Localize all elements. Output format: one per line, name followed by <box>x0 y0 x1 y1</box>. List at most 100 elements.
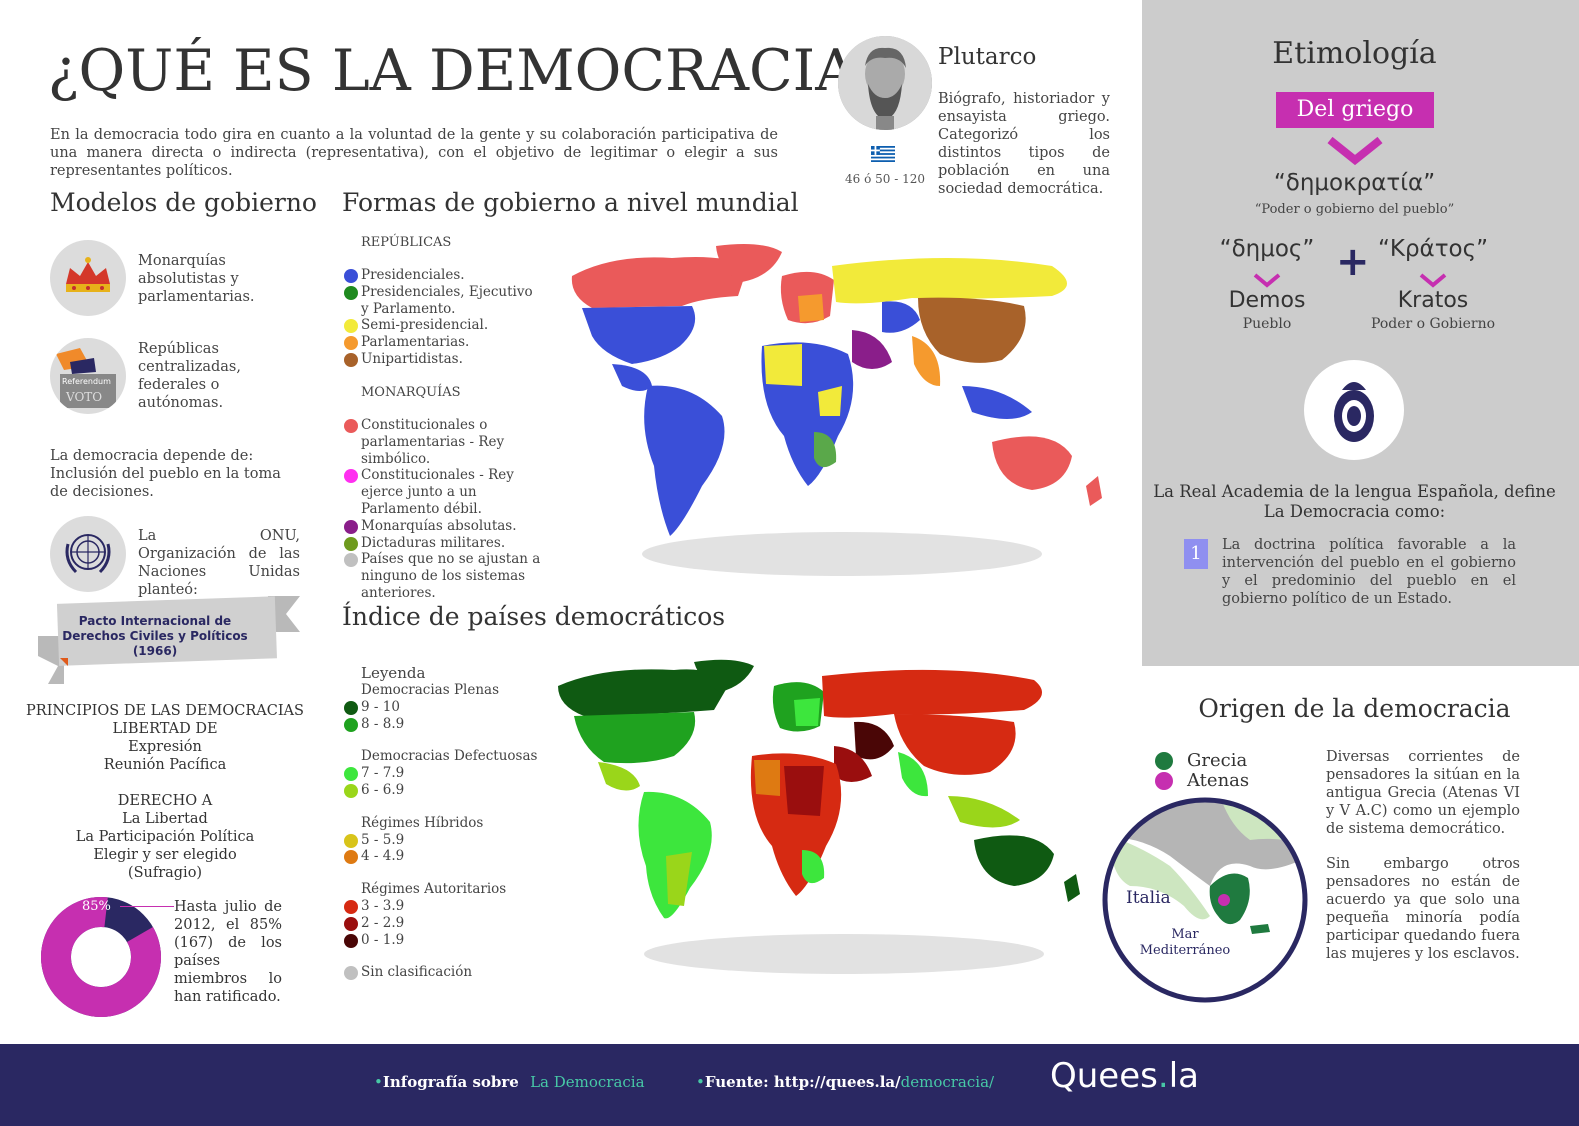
plutarco-dates: 46 ó 50 - 120 <box>845 172 925 186</box>
kratos-word: Kratos <box>1397 288 1469 313</box>
legend-label: 0 - 1.9 <box>361 931 405 948</box>
legend-dot <box>344 319 358 334</box>
legend-label: 6 - 6.9 <box>361 781 405 798</box>
pacto-banner <box>38 596 300 684</box>
onu-text: La ONU, Organización de las Naciones Uni… <box>138 528 300 598</box>
legend-dot <box>344 700 358 715</box>
pacto-banner-text: Pacto Internacional de Derechos Civiles … <box>62 614 248 658</box>
footer-source-link[interactable]: democracia/ <box>900 1073 995 1091</box>
legend-label: Constitucionales o parlamentarias - Rey … <box>361 417 505 467</box>
legend-group-label: Democracias Defectuosas <box>361 748 538 765</box>
etymology-title: Etimología <box>1272 36 1437 71</box>
indice-legend: Democracias Plenas 9 - 10 8 - 8.9 Democr… <box>344 682 554 981</box>
chevron-down-icon <box>1327 136 1383 166</box>
principios-block: PRINCIPIOS DE LAS DEMOCRACIAS LIBERTAD D… <box>20 702 310 882</box>
rae-text: La Real Academia de la lengua Española, … <box>1153 482 1556 521</box>
legend-dot <box>344 833 358 848</box>
legend-label: 2 - 2.9 <box>361 914 405 931</box>
legend-label: Grecia <box>1187 750 1248 771</box>
greek-meaning: “Poder o gobierno del pueblo” <box>1254 202 1455 217</box>
chevron-down-icon <box>1419 273 1447 288</box>
leyenda-label: Leyenda <box>361 664 426 682</box>
principios-line8: Elegir y ser elegido <box>93 847 237 863</box>
greece-map <box>1102 797 1308 1003</box>
footer-info: •Infografía sobre La Democracia <box>374 1073 645 1091</box>
footer-info-link[interactable]: La Democracia <box>530 1073 645 1091</box>
legend-label: 4 - 4.9 <box>361 848 405 865</box>
formas-legend-monarquias: Constitucionales o parlamentarias - Rey … <box>344 417 558 602</box>
legend-label: Atenas <box>1187 770 1250 791</box>
footer <box>0 1044 1579 1126</box>
legend-dot <box>344 352 358 367</box>
chevron-down-icon <box>1253 273 1281 288</box>
logo-dot: . <box>1157 1056 1169 1096</box>
plutarco-name: Plutarco <box>938 44 1037 70</box>
plutarco-portrait <box>838 36 932 130</box>
legend-dot <box>1155 751 1173 770</box>
un-emblem-icon <box>50 516 126 592</box>
legend-group-label: Régimes Híbridos <box>361 814 484 831</box>
legend-dot <box>344 419 358 433</box>
footer-source: •Fuente: http://quees.la/democracia/ <box>696 1073 995 1091</box>
page-title: ¿QUÉ ES LA DEMOCRACIA? <box>48 38 887 104</box>
legend-dot <box>344 519 358 534</box>
legend-dot <box>344 536 358 551</box>
legend-dot <box>344 553 358 568</box>
demos-word: Demos <box>1228 288 1306 313</box>
legend-dot <box>344 966 358 981</box>
legend-label: Semi-presidencial. <box>361 317 489 334</box>
del-griego-tag: Del griego <box>1276 92 1434 128</box>
footer-source-label: Fuente: http://quees.la/ <box>704 1073 901 1091</box>
logo-main: Quees <box>1050 1056 1158 1096</box>
legend-dot <box>344 850 358 865</box>
legend-grecia: Grecia <box>1155 750 1247 771</box>
indice-heading: Índice de países democráticos <box>342 602 726 631</box>
legend-label: Países que no se ajustan a ninguno de lo… <box>361 551 541 601</box>
legend-dot <box>344 767 358 782</box>
legend-label: Monarquías absolutas. <box>361 517 517 534</box>
origen-paragraph-2: Sin embargo otros pensadores no están de… <box>1326 856 1520 962</box>
formas-heading: Formas de gobierno a nivel mundial <box>342 188 799 217</box>
quees-logo[interactable]: Quees.la <box>1050 1056 1199 1096</box>
kratos-greek: “Κράτος” <box>1377 236 1489 262</box>
kratos-meaning: Poder o Gobierno <box>1370 316 1496 332</box>
crown-icon <box>50 240 126 316</box>
legend-dot <box>344 783 358 798</box>
demos-greek: “δημος” <box>1219 236 1315 262</box>
legend-label: Presidenciales, Ejecutivo y Parlamento. <box>361 283 533 317</box>
greece-flag-icon <box>871 146 895 162</box>
principios-line6: La Libertad <box>122 811 208 827</box>
map-label-mar: Mar Mediterráneo <box>1130 927 1240 959</box>
legend-group-label: Democracias Plenas <box>361 682 500 698</box>
donut-main-segment <box>41 897 161 1017</box>
legend-label: Dictaduras militares. <box>361 534 506 551</box>
legend-dot <box>344 285 358 300</box>
origen-title: Origen de la democracia <box>1198 694 1511 723</box>
definition-number: 1 <box>1184 539 1208 569</box>
legend-label: 8 - 8.9 <box>361 715 405 732</box>
legend-label: 3 - 3.9 <box>361 897 405 914</box>
principios-line4: Reunión Pacífica <box>103 757 227 773</box>
legend-dot <box>1155 771 1173 790</box>
rae-seal-icon <box>1304 360 1404 460</box>
democracia-depende: La democracia depende de: Inclusión del … <box>50 448 281 500</box>
legend-dot <box>344 717 358 732</box>
greek-word: “δημοκρατία” <box>1273 170 1436 196</box>
map-label-mar-1: Mar <box>1171 927 1199 942</box>
plus-sign: + <box>1336 239 1370 285</box>
donut-label: 85% <box>82 899 111 914</box>
legend-dot <box>344 269 358 283</box>
origen-paragraph-1: Diversas corrientes de pensadores la sit… <box>1326 749 1520 837</box>
government-forms-world-map <box>571 244 1102 576</box>
voto-label: VOTO <box>66 390 103 404</box>
formas-legend-republicas: Presidenciales. Presidenciales, Ejecutiv… <box>344 267 544 368</box>
modelo-republicas: Repúblicas centralizadas, federales o au… <box>138 341 241 411</box>
monarquias-heading: MONARQUÍAS <box>361 385 461 400</box>
principios-line9: (Sufragio) <box>127 865 203 881</box>
map-label-italia: Italia <box>1126 888 1171 908</box>
legend-label: Parlamentarias. <box>361 334 470 351</box>
democracy-index-world-map <box>558 659 1080 974</box>
principios-line7: La Participación Política <box>75 829 255 845</box>
principios-line1: PRINCIPIOS DE LAS DEMOCRACIAS <box>26 703 304 719</box>
republicas-heading: REPÚBLICAS <box>361 235 452 250</box>
